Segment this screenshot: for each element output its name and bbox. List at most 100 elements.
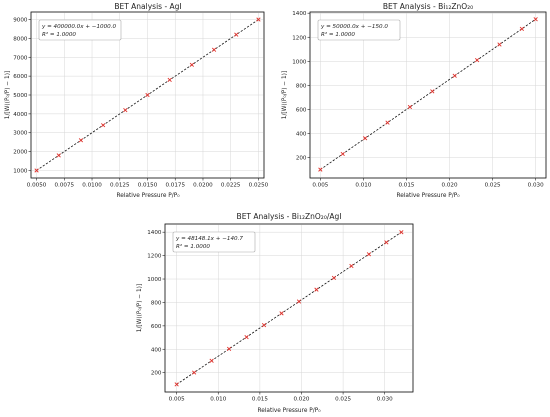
y-axis-label: 1/[W((P₀/P) − 1)] xyxy=(282,71,288,119)
point-stroke xyxy=(314,287,319,292)
point-stroke xyxy=(363,136,368,141)
y-tick-label: 1200 xyxy=(292,35,307,41)
point-stroke xyxy=(497,42,502,47)
y-tick-label: 200 xyxy=(296,156,307,162)
y-tick-label: 800 xyxy=(151,300,162,306)
fit-line xyxy=(176,231,402,385)
point-stroke xyxy=(349,263,354,269)
fit-equation: y = 400000.0x + −1000.0 xyxy=(41,24,116,30)
data-point xyxy=(234,32,239,37)
x-tick-label: 0.0175 xyxy=(165,183,185,189)
x-tick-label: 0.005 xyxy=(312,183,328,189)
data-point xyxy=(174,382,179,387)
point-stroke xyxy=(256,17,261,22)
data-point xyxy=(452,73,457,78)
point-stroke xyxy=(189,62,194,67)
y-tick-label: 5000 xyxy=(13,93,28,99)
plot-frame xyxy=(309,11,547,179)
chart-panel-3: BET Analysis - Bi₁₂ZnO₂₀/AgI 0.005 0.010 0.… xyxy=(137,212,414,414)
data-point xyxy=(384,240,389,245)
point-stroke xyxy=(261,323,267,328)
y-tick-label: 2000 xyxy=(13,150,28,156)
x-tick-label: 0.0225 xyxy=(221,183,241,189)
chart-panel-2: BET Analysis - Bi₁₂ZnO₂₀ 0.005 0.010 0.015 0… xyxy=(282,2,547,199)
y-tick-label: 8000 xyxy=(13,36,28,42)
data-point xyxy=(314,287,319,292)
y-tick-label: 400 xyxy=(296,131,307,137)
point-stroke xyxy=(234,32,239,37)
x-tick-label: 0.010 xyxy=(355,183,371,189)
x-tick-label: 0.0250 xyxy=(249,183,269,189)
legend-box xyxy=(172,231,256,253)
x-tick-label: 0.015 xyxy=(252,397,268,403)
point-stroke xyxy=(101,123,106,128)
point-stroke xyxy=(145,92,150,98)
y-tick-label: 6000 xyxy=(13,74,28,80)
data-point xyxy=(318,167,323,172)
point-stroke xyxy=(430,89,435,94)
x-axis-label: Relative Pressure P/P₀ xyxy=(257,408,321,414)
data-point xyxy=(189,62,194,67)
data-point xyxy=(211,47,217,52)
x-tick-label: 0.020 xyxy=(293,397,309,403)
point-stroke xyxy=(244,334,249,340)
point-stroke xyxy=(452,73,457,78)
x-tick-label: 0.0125 xyxy=(110,183,130,189)
point-stroke xyxy=(34,168,39,173)
x-tick-label: 0.0050 xyxy=(27,183,47,189)
data-point xyxy=(296,299,302,304)
chart-title: BET Analysis - AgI xyxy=(114,2,181,11)
point-stroke xyxy=(296,299,302,304)
point-stroke xyxy=(78,138,84,143)
x-tick-label: 0.030 xyxy=(377,397,393,403)
legend-box xyxy=(317,19,401,41)
data-point xyxy=(226,346,232,352)
point-stroke xyxy=(366,252,372,257)
y-axis-label: 1/[W((P₀/P) − 1)] xyxy=(137,284,143,332)
point-stroke xyxy=(318,167,323,172)
x-tick-label: 0.015 xyxy=(398,183,414,189)
fit-equation: y = 48148.1x + −140.7 xyxy=(175,236,243,242)
data-point xyxy=(101,123,106,128)
data-point xyxy=(145,92,150,98)
point-stroke xyxy=(209,358,214,363)
data-point xyxy=(519,26,525,31)
data-point xyxy=(192,370,197,375)
legend-box xyxy=(38,19,122,41)
data-point xyxy=(331,275,337,280)
y-tick-label: 1000 xyxy=(292,59,307,65)
data-point xyxy=(497,42,502,47)
y-tick-label: 1400 xyxy=(147,230,162,236)
y-axis-label: 1/[W((P₀/P) − 1)] xyxy=(5,71,11,119)
x-tick-label: 0.025 xyxy=(485,183,501,189)
x-tick-label: 0.0200 xyxy=(193,183,213,189)
point-stroke xyxy=(192,370,197,375)
data-point xyxy=(474,57,480,63)
x-tick-label: 0.030 xyxy=(528,183,544,189)
y-tick-label: 800 xyxy=(296,83,307,89)
x-tick-label: 0.0100 xyxy=(82,183,102,189)
chart-title: BET Analysis - Bi₁₂ZnO₂₀/AgI xyxy=(237,212,342,221)
point-stroke xyxy=(226,346,232,352)
data-point xyxy=(363,136,368,141)
y-tick-label: 600 xyxy=(296,107,307,113)
x-axis-label: Relative Pressure P/P₀ xyxy=(396,193,460,199)
data-point xyxy=(167,77,172,83)
plot-frame xyxy=(164,223,414,393)
point-stroke xyxy=(384,240,389,245)
data-point xyxy=(123,107,128,113)
data-point xyxy=(34,168,39,173)
y-tick-label: 200 xyxy=(151,371,162,377)
x-axis-label: Relative Pressure P/P₀ xyxy=(116,193,180,199)
x-tick-label: 0.010 xyxy=(210,397,226,403)
data-point xyxy=(256,17,261,22)
y-tick-label: 7000 xyxy=(13,55,28,61)
point-stroke xyxy=(385,120,390,125)
point-stroke xyxy=(123,107,128,113)
data-point xyxy=(261,323,267,328)
r-squared: R² = 1.0000 xyxy=(176,243,210,250)
data-point xyxy=(56,153,61,158)
point-stroke xyxy=(533,17,538,22)
data-point xyxy=(244,334,249,340)
